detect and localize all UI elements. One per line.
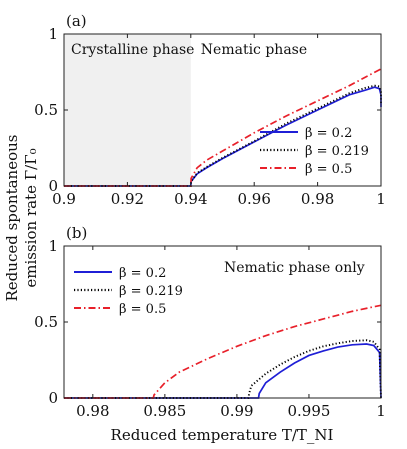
legend-entry: β = 0.219: [305, 144, 369, 159]
x-tick-label: 1: [376, 402, 386, 420]
x-axis-label: Reduced temperature T/T_NI: [111, 426, 334, 444]
y-tick-label: 0: [48, 389, 58, 407]
panel-b-legend: β = 0.2 β = 0.219 β = 0.5: [74, 266, 183, 317]
y-tick-label: 1: [48, 237, 58, 255]
y-tick-label: 0.5: [34, 101, 58, 119]
legend-entry: β = 0.2: [119, 266, 166, 281]
panel-b-series: [64, 304, 382, 399]
series-line-b-2: [64, 304, 382, 399]
x-tick-label: 1: [376, 190, 386, 208]
x-tick-label: 0.9: [52, 190, 76, 208]
legend-entry: β = 0.2: [305, 126, 352, 141]
x-tick-label: 0.99: [220, 402, 253, 420]
panel-b-label: (b): [66, 224, 87, 242]
nematic-phase-only-label: Nematic phase only: [224, 260, 365, 276]
series-line-a-0: [64, 86, 382, 187]
x-tick-label: 0.995: [287, 402, 330, 420]
x-tick-label: 0.94: [174, 190, 207, 208]
y-tick-label: 0: [48, 177, 58, 195]
series-line-b-0: [64, 343, 382, 399]
panel-a-legend: β = 0.2 β = 0.219 β = 0.5: [260, 126, 369, 177]
x-tick-label: 0.96: [237, 190, 270, 208]
y-tick-label: 1: [48, 25, 58, 43]
nematic-phase-label: Nematic phase: [201, 42, 307, 58]
y-axis-label-line2: emission rate Γ/Γ₀: [22, 148, 40, 287]
x-tick-label: 0.92: [111, 190, 144, 208]
series-line-a-2: [64, 68, 382, 187]
panel-b-ticks: 0.98 0.985 0.99 0.995 1 0 0.5 1: [34, 237, 386, 420]
y-tick-label: 0.5: [34, 313, 58, 331]
panel-a-label: (a): [66, 12, 87, 30]
legend-entry: β = 0.5: [119, 302, 166, 317]
crystalline-shaded-region: [64, 34, 191, 186]
y-axis-label-line1: Reduced spontaneous: [3, 135, 21, 302]
crystalline-phase-label: Crystalline phase: [71, 42, 194, 58]
panel-a-series: [64, 68, 382, 187]
x-tick-label: 0.98: [76, 402, 109, 420]
panel-a-ticks: 0.9 0.92 0.94 0.96 0.98 1 0 0.5 1: [34, 25, 386, 208]
x-tick-label: 0.985: [143, 402, 186, 420]
legend-entry: β = 0.5: [305, 162, 352, 177]
panel-a: Crystalline phase Nematic phase 0.9 0.92 0…: [34, 12, 386, 208]
x-tick-label: 0.98: [301, 190, 334, 208]
legend-entry: β = 0.219: [119, 284, 183, 299]
panel-b: Nematic phase only 0.98 0.985 0.99 0.995 100…: [34, 224, 386, 420]
